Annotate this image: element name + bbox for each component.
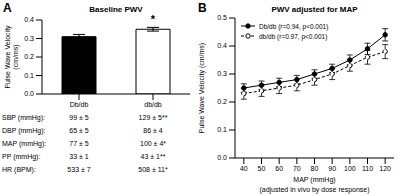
svg-text:0.4: 0.4 xyxy=(217,42,227,49)
svg-text:77 ± 5: 77 ± 5 xyxy=(69,140,89,147)
svg-text:129 ± 5**: 129 ± 5** xyxy=(139,114,168,121)
svg-text:70: 70 xyxy=(293,165,301,172)
svg-text:100 ± 4*: 100 ± 4* xyxy=(140,140,166,147)
svg-text:MAP (mmHg): MAP (mmHg) xyxy=(293,176,335,184)
svg-text:A: A xyxy=(8,1,12,15)
svg-text:0.2: 0.2 xyxy=(24,53,34,60)
svg-text:33 ± 1: 33 ± 1 xyxy=(69,153,89,160)
svg-text:(adjusted in vivo by dose resp: (adjusted in vivo by dose response) xyxy=(259,186,369,194)
svg-text:SBP (mmHg):: SBP (mmHg): xyxy=(8,114,45,122)
svg-text:100: 100 xyxy=(344,165,356,172)
svg-text:0.1: 0.1 xyxy=(24,72,34,79)
svg-text:PP (mmHg):: PP (mmHg): xyxy=(8,153,40,161)
svg-text:0.0: 0.0 xyxy=(24,90,34,97)
svg-text:110: 110 xyxy=(362,165,373,172)
svg-text:B: B xyxy=(198,1,207,15)
svg-text:DBP (mmHg):: DBP (mmHg): xyxy=(8,127,45,135)
svg-text:0.3: 0.3 xyxy=(24,35,34,42)
svg-text:(cm/ms): (cm/ms) xyxy=(12,44,20,69)
svg-text:533 ± 7: 533 ± 7 xyxy=(67,166,90,173)
svg-text:Db/db (r=0.94, p<0.001): Db/db (r=0.94, p<0.001) xyxy=(259,23,328,31)
svg-text:0.4: 0.4 xyxy=(24,16,34,23)
svg-text:*: * xyxy=(151,13,156,25)
svg-text:MAP (mmHg):: MAP (mmHg): xyxy=(8,140,46,148)
svg-text:Baseline PWV: Baseline PWV xyxy=(89,5,143,14)
svg-text:0.2: 0.2 xyxy=(217,98,227,105)
svg-text:40: 40 xyxy=(240,165,248,172)
svg-text:60: 60 xyxy=(275,165,283,172)
svg-text:HR (BPM):: HR (BPM): xyxy=(8,166,36,174)
svg-text:PWV adjusted for MAP: PWV adjusted for MAP xyxy=(271,5,358,14)
svg-text:db/db: db/db xyxy=(144,101,162,108)
svg-text:50: 50 xyxy=(258,165,266,172)
svg-text:0.5: 0.5 xyxy=(217,14,227,21)
svg-text:0.3: 0.3 xyxy=(217,70,227,77)
svg-text:43 ± 1**: 43 ± 1** xyxy=(141,153,166,160)
svg-text:86 ± 4: 86 ± 4 xyxy=(143,127,163,134)
svg-text:0.1: 0.1 xyxy=(217,126,227,133)
svg-text:db/db (r=0.97, p<0.001): db/db (r=0.97, p<0.001) xyxy=(259,33,327,41)
svg-text:80: 80 xyxy=(311,165,319,172)
svg-text:Pulse Wave Velocity: Pulse Wave Velocity xyxy=(8,25,12,89)
svg-text:Db/db: Db/db xyxy=(70,101,89,108)
svg-text:120: 120 xyxy=(379,165,391,172)
svg-text:0.0: 0.0 xyxy=(217,154,227,161)
svg-text:99 ± 5: 99 ± 5 xyxy=(69,114,89,121)
svg-text:65 ± 5: 65 ± 5 xyxy=(69,127,89,134)
svg-text:Pulse Wave Velocity (cm/ms): Pulse Wave Velocity (cm/ms) xyxy=(198,43,206,133)
svg-text:508 ± 11*: 508 ± 11* xyxy=(138,166,168,173)
svg-text:90: 90 xyxy=(328,165,336,172)
